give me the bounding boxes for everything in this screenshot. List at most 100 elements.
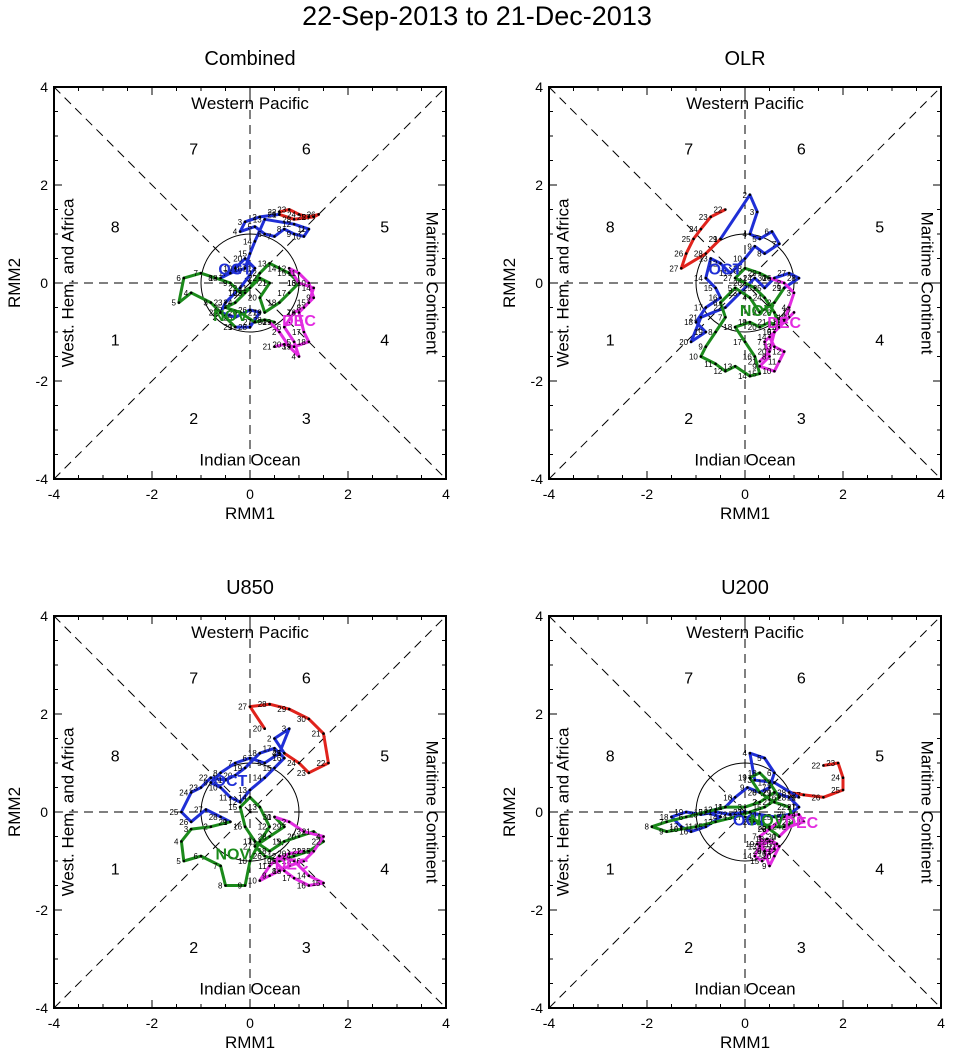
- day-label: 6: [176, 274, 181, 283]
- day-label: 23: [733, 808, 742, 817]
- x-tick-label: 2: [839, 1015, 847, 1031]
- day-point: [312, 849, 316, 853]
- day-label: 22: [248, 274, 257, 283]
- day-point: [283, 227, 286, 231]
- day-label: 9: [698, 343, 703, 352]
- day-point: [758, 360, 761, 363]
- day-point: [748, 320, 752, 324]
- day-label: 21: [263, 343, 272, 352]
- day-point: [704, 345, 708, 349]
- day-label: 14: [758, 333, 767, 342]
- day-point: [689, 340, 693, 344]
- day-label: 21: [312, 730, 321, 739]
- day-label: 27: [194, 806, 203, 815]
- day-label: 12: [267, 852, 276, 861]
- day-point: [278, 330, 281, 334]
- day-label: 24: [282, 852, 291, 861]
- day-label: 24: [689, 225, 698, 234]
- day-label: 22: [811, 761, 820, 770]
- region-label-western-pacific: Western Pacific: [686, 94, 804, 113]
- day-label: 5: [176, 857, 181, 866]
- day-point: [224, 306, 227, 309]
- day-label: 11: [719, 269, 728, 278]
- day-label: 12: [277, 264, 286, 273]
- day-label: 29: [772, 284, 781, 293]
- day-point: [234, 267, 237, 270]
- day-point: [322, 835, 325, 838]
- day-point: [778, 360, 781, 363]
- day-point: [748, 776, 752, 779]
- day-point: [283, 342, 286, 346]
- day-point: [787, 805, 791, 809]
- day-label: 4: [184, 289, 189, 298]
- day-point: [268, 864, 271, 868]
- day-label: 22: [199, 774, 208, 783]
- day-label: 22: [316, 759, 325, 768]
- day-label: 21: [762, 845, 771, 854]
- day-label: 2: [767, 299, 772, 308]
- day-label: 5: [777, 316, 782, 325]
- y-tick-label: -2: [531, 373, 544, 389]
- day-point: [719, 296, 722, 300]
- day-point: [209, 781, 213, 784]
- day-label: 3: [752, 308, 757, 317]
- month-label-dec: DEC: [784, 815, 818, 832]
- day-label: 2: [742, 191, 747, 200]
- day-point: [760, 859, 764, 863]
- day-label: 22: [767, 323, 776, 332]
- day-point: [704, 810, 708, 814]
- day-label: 12: [772, 348, 781, 357]
- day-point: [238, 230, 242, 233]
- day-point: [283, 325, 286, 329]
- day-point: [248, 252, 252, 255]
- day-point: [743, 340, 747, 344]
- y-axis-label: RMM2: [5, 787, 24, 837]
- day-label: 8: [757, 250, 762, 259]
- day-point: [307, 874, 311, 877]
- day-point: [738, 291, 742, 295]
- day-label: 21: [704, 808, 713, 817]
- day-point: [253, 240, 257, 243]
- region-label-western-pacific: Western Pacific: [191, 623, 309, 642]
- day-point: [229, 796, 232, 799]
- day-label: 11: [768, 357, 777, 366]
- day-label: 21: [292, 847, 301, 856]
- day-point: [729, 813, 732, 816]
- day-point: [758, 835, 761, 838]
- day-point: [733, 325, 737, 329]
- day-point: [199, 786, 203, 789]
- day-point: [748, 374, 752, 378]
- phase-label-3: 3: [797, 411, 806, 428]
- day-point: [743, 810, 747, 814]
- day-point: [219, 276, 222, 280]
- day-point: [297, 271, 301, 275]
- day-label: 7: [194, 269, 199, 278]
- day-point: [680, 825, 683, 828]
- day-point: [650, 825, 654, 828]
- day-label: 20: [253, 725, 262, 734]
- day-point: [297, 213, 301, 216]
- day-label: 27: [248, 308, 257, 317]
- day-point: [758, 845, 761, 848]
- day-label: 24: [748, 810, 757, 819]
- day-point: [283, 756, 286, 760]
- day-label: 27: [777, 269, 786, 278]
- y-tick-label: 2: [535, 177, 543, 193]
- day-label: 1: [767, 788, 772, 797]
- day-label: 1: [228, 323, 233, 332]
- day-label: 15: [753, 803, 762, 812]
- day-point: [778, 835, 781, 838]
- day-point: [283, 751, 286, 755]
- day-label: 21: [689, 313, 698, 322]
- day-label: 23: [782, 818, 791, 827]
- day-label: 22: [777, 803, 786, 812]
- month-label-oct: OCT: [214, 773, 248, 790]
- day-point: [243, 220, 247, 224]
- day-label: 25: [762, 813, 771, 822]
- day-point: [768, 852, 771, 855]
- day-point: [287, 291, 291, 295]
- day-point: [243, 257, 247, 260]
- day-point: [307, 849, 311, 853]
- day-point: [307, 340, 311, 344]
